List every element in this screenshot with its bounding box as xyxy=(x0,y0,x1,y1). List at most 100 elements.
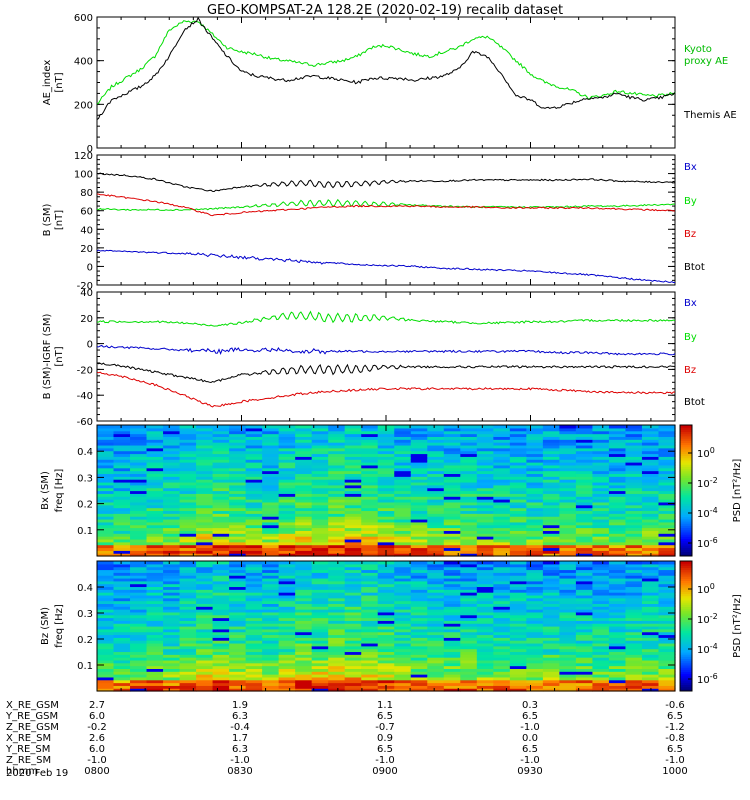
heatmap-cell xyxy=(559,651,577,655)
heatmap-cell xyxy=(344,645,362,650)
heatmap-cell xyxy=(493,626,511,630)
panel-ylabel-unit: [nT] xyxy=(54,72,65,92)
heatmap-cell xyxy=(559,674,577,678)
heatmap-cell xyxy=(542,499,560,503)
heatmap-cell xyxy=(245,569,263,573)
heatmap-cell xyxy=(526,586,544,590)
heatmap-cell xyxy=(377,645,395,650)
heatmap-cell xyxy=(559,430,577,435)
heatmap-cell xyxy=(476,538,494,543)
heatmap-cell xyxy=(196,592,214,596)
heatmap-cell xyxy=(179,668,197,672)
y-tick-label: 0 xyxy=(87,262,93,273)
heatmap-cell xyxy=(641,427,660,432)
colorbar-cell xyxy=(680,604,692,607)
heatmap-cell xyxy=(163,640,181,644)
heatmap-cell xyxy=(575,580,594,585)
heatmap-cell xyxy=(130,642,148,647)
heatmap-cell xyxy=(476,600,494,604)
heatmap-cell xyxy=(509,487,527,492)
heatmap-cell xyxy=(542,521,560,526)
heatmap-cell xyxy=(130,662,148,667)
heatmap-cell xyxy=(328,566,346,571)
heatmap-cell xyxy=(493,490,511,494)
heatmap-cell xyxy=(542,685,560,689)
heatmap-cell xyxy=(278,425,296,429)
heatmap-cell xyxy=(229,442,247,446)
series-line-bx xyxy=(96,249,675,283)
heatmap-cell xyxy=(625,538,643,543)
heatmap-cell xyxy=(361,645,379,650)
heatmap-cell xyxy=(658,459,676,463)
heatmap-cell xyxy=(394,504,412,509)
heatmap-cell xyxy=(641,521,660,526)
heatmap-cell xyxy=(245,600,263,604)
heatmap-cell xyxy=(163,671,181,675)
heatmap-cell xyxy=(542,541,560,546)
heatmap-cell xyxy=(328,665,346,669)
heatmap-cell xyxy=(311,563,329,568)
heatmap-cell xyxy=(608,609,627,613)
heatmap-cell xyxy=(295,561,313,565)
heatmap-cell xyxy=(97,516,115,520)
heatmap-cell xyxy=(278,657,296,661)
heatmap-cell xyxy=(608,547,627,551)
heatmap-cell xyxy=(394,563,412,568)
heatmap-cell xyxy=(427,553,445,557)
heatmap-cell xyxy=(97,575,115,579)
heatmap-cell xyxy=(575,487,594,492)
heatmap-cell xyxy=(113,626,131,630)
heatmap-cell xyxy=(493,493,511,497)
heatmap-cell xyxy=(410,507,428,512)
heatmap-cell xyxy=(262,600,280,604)
heatmap-cell xyxy=(97,645,115,650)
heatmap-cell xyxy=(608,679,627,684)
heatmap-cell xyxy=(410,569,428,573)
heatmap-cell xyxy=(559,657,577,661)
heatmap-cell xyxy=(394,436,412,440)
ephem-cell: -1.0 xyxy=(665,755,685,766)
heatmap-cell xyxy=(592,553,610,557)
heatmap-cell xyxy=(394,427,412,432)
heatmap-cell xyxy=(262,679,280,684)
heatmap-cell xyxy=(526,507,544,512)
heatmap-cell xyxy=(493,688,511,692)
heatmap-cell xyxy=(229,566,247,571)
heatmap-cell xyxy=(212,688,230,692)
heatmap-cell xyxy=(377,640,395,644)
heatmap-cell xyxy=(460,538,478,543)
heatmap-cell xyxy=(344,430,362,435)
heatmap-cell xyxy=(493,572,511,576)
heatmap-cell xyxy=(328,427,346,432)
heatmap-cell xyxy=(278,665,296,669)
heatmap-cell xyxy=(361,665,379,669)
heatmap-cell xyxy=(196,572,214,576)
heatmap-cell xyxy=(179,679,197,684)
heatmap-cell xyxy=(377,648,395,653)
heatmap-cell xyxy=(625,606,643,610)
heatmap-cell xyxy=(196,654,214,658)
heatmap-cell xyxy=(163,583,181,588)
y-tick-label: -20 xyxy=(77,281,93,292)
heatmap-cell xyxy=(658,504,676,509)
heatmap-cell xyxy=(278,521,296,526)
heatmap-cell xyxy=(592,536,610,540)
heatmap-cell xyxy=(608,634,627,638)
heatmap-cell xyxy=(262,442,280,446)
heatmap-cell xyxy=(229,481,247,486)
heatmap-cell xyxy=(377,606,395,610)
heatmap-cell xyxy=(526,626,544,630)
heatmap-cell xyxy=(476,674,494,678)
heatmap-cell xyxy=(146,427,164,432)
heatmap-cell xyxy=(641,594,660,599)
heatmap-cell xyxy=(212,510,230,514)
heatmap-cell xyxy=(493,510,511,514)
heatmap-cell xyxy=(592,473,610,477)
heatmap-cell xyxy=(526,481,544,486)
heatmap-cell xyxy=(278,484,296,489)
heatmap-cell xyxy=(394,637,412,641)
heatmap-cell xyxy=(641,626,660,630)
heatmap-cell xyxy=(113,617,131,621)
heatmap-cell xyxy=(163,668,181,672)
heatmap-cell xyxy=(262,479,280,483)
